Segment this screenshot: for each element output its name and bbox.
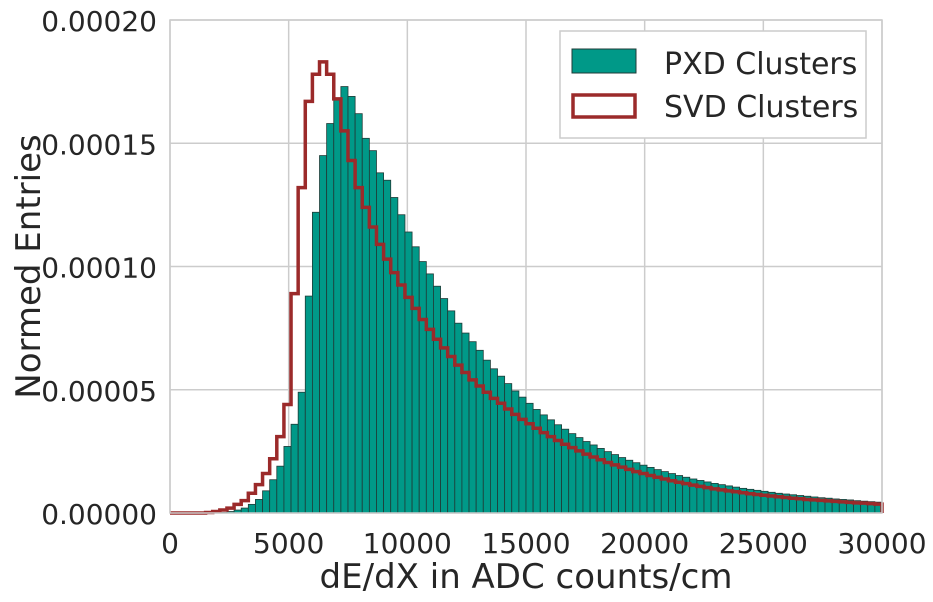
x-axis-label: dE/dX in ADC counts/cm — [320, 557, 733, 597]
pxd-bar — [490, 369, 497, 513]
legend: PXD Clusters SVD Clusters — [560, 31, 866, 138]
y-tick-label: 0.00005 — [41, 375, 157, 408]
pxd-bar — [433, 286, 440, 513]
pxd-bar — [469, 342, 476, 513]
pxd-bar — [248, 504, 255, 513]
pxd-bar — [327, 124, 334, 513]
pxd-bar — [476, 350, 483, 513]
pxd-bar — [305, 296, 312, 513]
legend-label-svd: SVD Clusters — [664, 90, 858, 125]
pxd-bar — [376, 173, 383, 513]
pxd-bar — [441, 299, 448, 513]
y-tick-label: 0.00000 — [41, 498, 157, 531]
x-tick-label: 10000 — [363, 527, 452, 560]
pxd-bar — [334, 99, 341, 513]
y-tick-label: 0.00020 — [41, 5, 157, 38]
x-tick-label: 15000 — [481, 527, 570, 560]
x-tick-label: 25000 — [719, 527, 808, 560]
y-tick-label: 0.00015 — [41, 128, 157, 161]
x-tick-label: 5000 — [253, 527, 324, 560]
pxd-bar — [255, 499, 262, 513]
pxd-bar — [483, 360, 490, 513]
x-tick-label: 0 — [161, 527, 179, 560]
legend-swatch-pxd — [572, 49, 636, 73]
pxd-bars — [220, 87, 882, 513]
pxd-bar — [412, 247, 419, 513]
x-tick-label: 20000 — [600, 527, 689, 560]
pxd-bar — [298, 392, 305, 513]
pxd-bar — [263, 491, 270, 513]
pxd-bar — [391, 197, 398, 513]
pxd-bar — [291, 424, 298, 513]
legend-swatch-svd — [573, 95, 635, 117]
pxd-bar — [448, 311, 455, 513]
pxd-bar — [426, 274, 433, 513]
pxd-bar — [419, 262, 426, 513]
y-tick-labels: 0.00000 0.00005 0.00010 0.00015 0.00020 — [41, 5, 157, 531]
y-tick-label: 0.00010 — [41, 252, 157, 285]
pxd-bar — [398, 215, 405, 513]
legend-label-pxd: PXD Clusters — [664, 47, 857, 82]
pxd-bar — [320, 156, 327, 513]
x-tick-labels: 0 5000 10000 15000 20000 25000 30000 — [161, 527, 926, 560]
pxd-bar — [462, 333, 469, 513]
pxd-bar — [405, 232, 412, 513]
x-tick-label: 30000 — [837, 527, 926, 560]
pxd-bar — [312, 212, 319, 513]
pxd-bar — [284, 446, 291, 513]
pxd-bar — [455, 323, 462, 513]
pxd-bar — [277, 466, 284, 513]
pxd-bar — [270, 480, 277, 513]
pxd-bar — [384, 180, 391, 513]
y-axis-label: Normed Entries — [9, 134, 49, 398]
pxd-bar — [369, 151, 376, 513]
